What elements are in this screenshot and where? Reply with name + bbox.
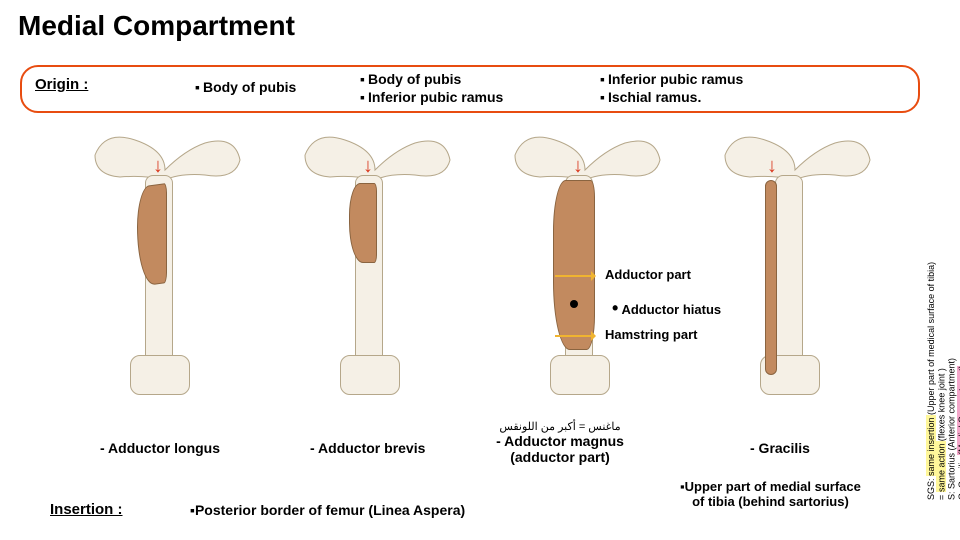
origin-col2: Body of pubisInferior pubic ramus	[360, 70, 503, 106]
callout-hamstring-part: Hamstring part	[605, 327, 697, 342]
page-title: Medial Compartment	[0, 0, 960, 52]
callout-adductor-hiatus: • Adductor hiatus	[612, 298, 721, 319]
arrow-icon: ↓	[573, 155, 583, 178]
arrow-icon: ↓	[363, 155, 373, 178]
arrow-icon: ↓	[153, 155, 163, 178]
origin-col1: Body of pubis	[195, 78, 296, 96]
insertion-label: Insertion :	[50, 501, 123, 518]
diagram-magnus: ↓	[485, 125, 685, 405]
origin-label: Origin :	[35, 76, 88, 93]
callout-arrow-icon	[555, 275, 595, 277]
label-gracilis: - Gracilis	[750, 440, 810, 456]
diagram-row: ↓ ↓ ↓ ↓	[60, 125, 900, 425]
callout-arrow-icon	[555, 335, 595, 337]
diagram-gracilis: ↓	[695, 125, 895, 405]
insertion-gracilis: ▪Upper part of medial surfaceof tibia (b…	[680, 479, 861, 510]
hiatus-dot	[570, 300, 578, 308]
diagram-longus: ↓	[65, 125, 265, 405]
label-brevis: - Adductor brevis	[310, 440, 425, 456]
origin-col3: Inferior pubic ramusIschial ramus.	[600, 70, 743, 106]
callout-adductor-part: Adductor part	[605, 267, 691, 282]
insertion-main: ▪Posterior border of femur (Linea Aspera…	[190, 502, 465, 518]
arrow-icon: ↓	[767, 155, 777, 178]
diagram-brevis: ↓	[275, 125, 475, 405]
label-magnus: ماغنس = أكبر من اللونقس - Adductor magnu…	[480, 420, 640, 465]
label-longus: - Adductor longus	[100, 440, 220, 456]
side-note: SGS: same insertion (Upper part of medic…	[926, 130, 958, 500]
